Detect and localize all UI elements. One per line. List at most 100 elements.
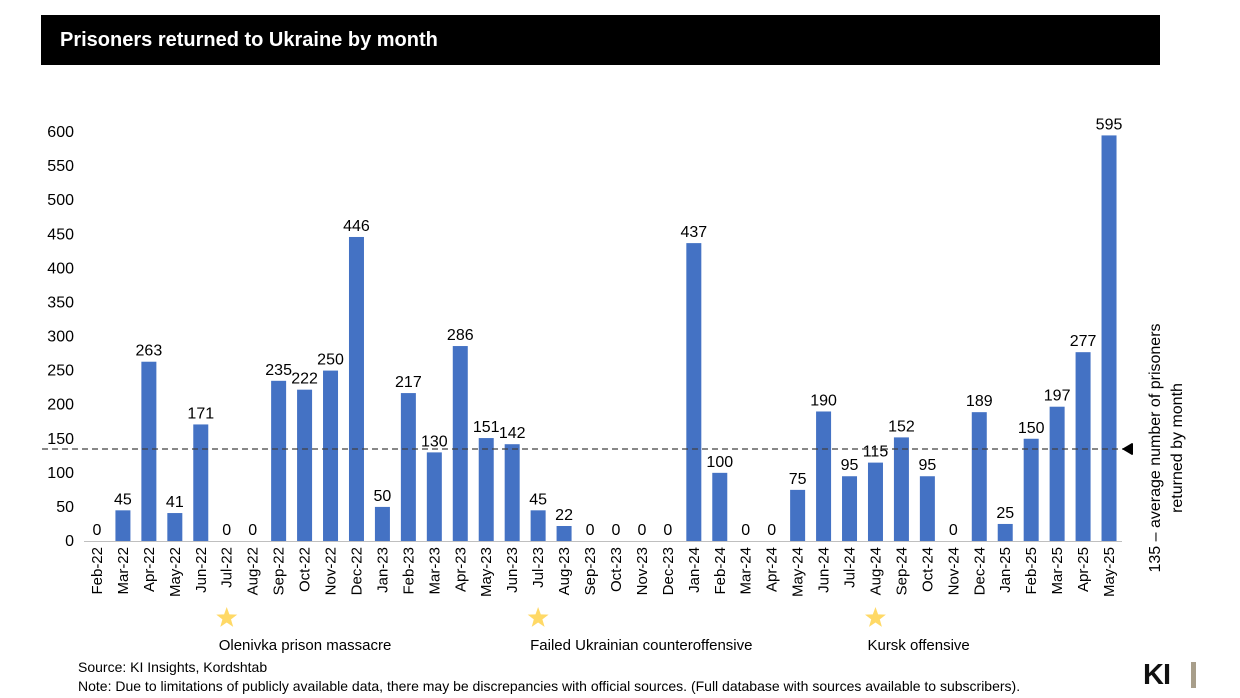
x-tick-label: Dec-24 [971, 547, 988, 595]
x-tick-label: Nov-22 [323, 547, 340, 595]
data-label: 250 [317, 352, 344, 369]
event-label: Failed Ukrainian counteroffensive [530, 637, 752, 654]
y-tick-label: 100 [47, 465, 74, 482]
x-tick-label: Feb-25 [1023, 547, 1040, 595]
x-tick-label: Jun-22 [193, 547, 210, 593]
bar [919, 476, 935, 541]
x-tick-label: Nov-24 [945, 547, 962, 595]
event-star-icon [527, 607, 549, 627]
x-tick-label: Mar-24 [738, 547, 755, 595]
data-label: 0 [612, 522, 621, 539]
event-label: Olenivka prison massacre [219, 637, 392, 654]
data-label: 115 [863, 444, 889, 461]
x-tick-label: Jan-23 [374, 547, 391, 593]
data-label: 0 [586, 522, 595, 539]
x-tick-label: Oct-22 [297, 547, 314, 592]
data-label: 130 [421, 433, 448, 450]
x-tick-label: Feb-23 [400, 547, 417, 595]
bar [400, 393, 416, 541]
y-tick-label: 150 [47, 431, 74, 448]
data-label: 0 [949, 522, 958, 539]
data-label: 446 [343, 218, 370, 235]
logo-bar-icon [1191, 662, 1196, 688]
data-label: 0 [222, 522, 231, 539]
event-star-icon [865, 607, 886, 627]
chart-title: Prisoners returned to Ukraine by month [60, 29, 438, 51]
data-label: 45 [114, 491, 132, 508]
bar [816, 411, 832, 541]
data-label: 152 [888, 418, 915, 435]
y-tick-label: 250 [47, 363, 74, 380]
bar [1023, 438, 1039, 541]
data-label: 75 [789, 471, 807, 488]
bar [1075, 352, 1091, 541]
x-tick-label: Jul-24 [842, 547, 859, 588]
y-tick-label: 500 [47, 192, 74, 209]
x-tick-label: Apr-24 [764, 547, 781, 592]
data-label: 0 [248, 522, 257, 539]
data-label: 189 [966, 393, 993, 410]
data-label: 286 [447, 327, 474, 344]
x-tick-label: Mar-22 [115, 547, 132, 595]
x-tick-label: Apr-22 [141, 547, 158, 592]
x-tick-label: Apr-23 [452, 547, 469, 592]
bar [893, 437, 909, 541]
event-label: Kursk offensive [867, 637, 969, 654]
y-tick-label: 200 [47, 397, 74, 414]
y-tick-label: 550 [47, 158, 74, 175]
data-label: 151 [473, 419, 500, 436]
x-tick-label: Nov-23 [634, 547, 651, 595]
bar [348, 236, 364, 541]
x-tick-label: Apr-25 [1075, 547, 1092, 592]
bar [426, 452, 442, 541]
data-label: 190 [810, 392, 837, 409]
bar [271, 380, 287, 541]
data-label: 0 [767, 522, 776, 539]
bar [971, 412, 987, 541]
x-tick-label: Jun-24 [816, 547, 833, 593]
x-tick-label: Jun-23 [504, 547, 521, 593]
data-label: 95 [918, 457, 936, 474]
data-label: 41 [166, 494, 184, 511]
title-bar: Prisoners returned to Ukraine by month [41, 15, 1160, 65]
data-label: 217 [395, 374, 422, 391]
x-tick-label: Jan-24 [686, 547, 703, 593]
x-tick-label: Jan-25 [997, 547, 1014, 593]
x-tick-label: Dec-23 [660, 547, 677, 595]
data-label: 0 [741, 522, 750, 539]
data-label: 197 [1044, 388, 1071, 405]
x-tick-label: Mar-23 [426, 547, 443, 595]
y-tick-label: 300 [47, 329, 74, 346]
bar [478, 438, 494, 541]
x-tick-label: May-24 [790, 547, 807, 597]
x-tick-label: Feb-22 [89, 547, 106, 595]
bar [712, 472, 728, 541]
bar [323, 370, 339, 541]
y-tick-label: 350 [47, 294, 74, 311]
bar [1101, 135, 1117, 542]
x-tick-label: Aug-23 [556, 547, 573, 595]
x-tick-label: May-25 [1101, 547, 1118, 597]
bar [556, 526, 572, 541]
bar [141, 361, 157, 541]
data-label: 0 [637, 522, 646, 539]
data-label: 171 [187, 405, 214, 422]
data-label: 50 [374, 488, 392, 505]
data-label: 25 [996, 505, 1014, 522]
x-tick-label: Aug-22 [245, 547, 262, 595]
bar [790, 489, 806, 541]
data-label: 0 [93, 522, 102, 539]
bar [686, 243, 702, 541]
y-tick-label: 600 [47, 124, 74, 141]
x-tick-label: May-23 [478, 547, 495, 597]
bar [504, 444, 520, 541]
x-tick-label: Mar-25 [1049, 547, 1066, 595]
logo-text: KI [1143, 659, 1171, 691]
reference-arrow-icon [1122, 442, 1133, 455]
x-tick-label: May-22 [167, 547, 184, 597]
data-label: 95 [841, 457, 859, 474]
x-tick-label: Oct-23 [608, 547, 625, 592]
bar [452, 346, 468, 541]
data-label: 100 [706, 454, 733, 471]
